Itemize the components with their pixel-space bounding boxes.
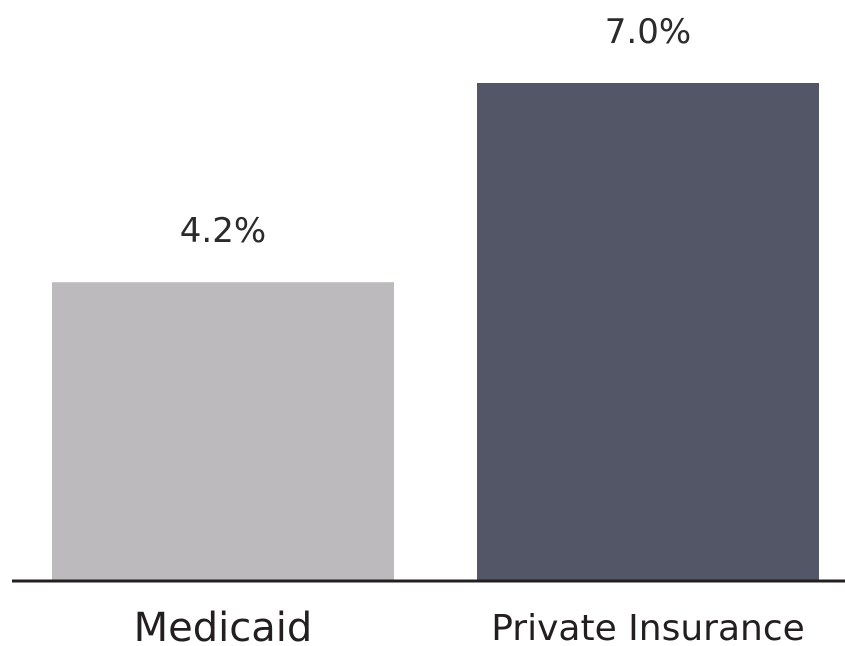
bar-medicaid <box>52 282 394 581</box>
bars-group <box>52 83 819 581</box>
category-label-private-insurance: Private Insurance <box>491 608 805 646</box>
data-label-private-insurance: 7.0% <box>605 12 691 52</box>
category-label-medicaid: Medicaid <box>134 605 313 646</box>
data-label-medicaid: 4.2% <box>180 211 266 251</box>
bar-private-insurance <box>477 83 819 581</box>
